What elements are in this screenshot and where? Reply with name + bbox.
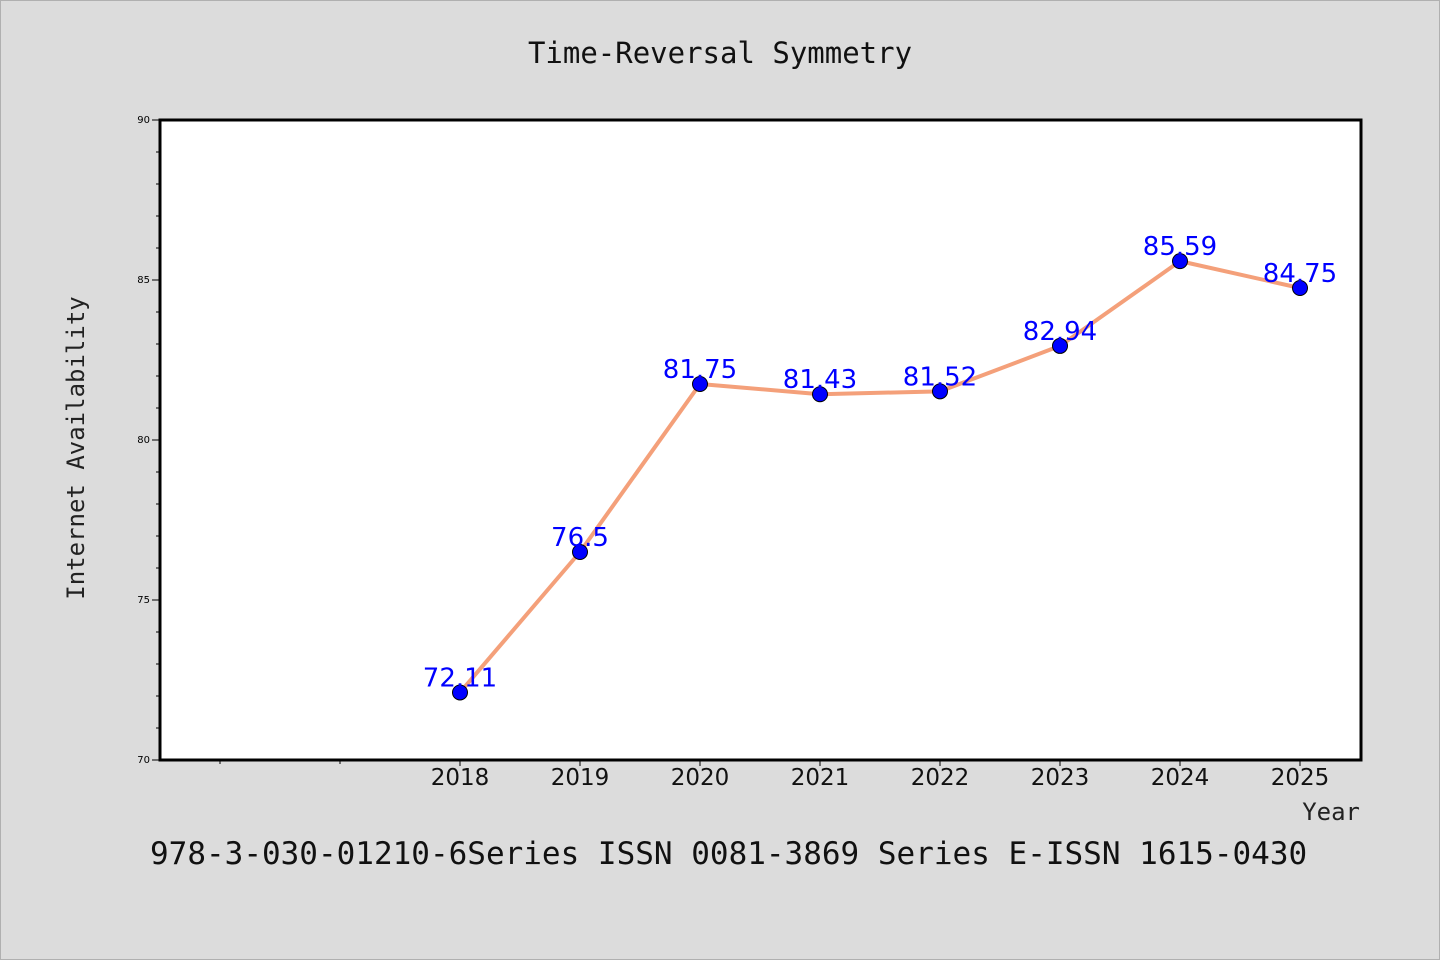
x-tick-label: 2022 bbox=[911, 765, 970, 791]
data-point bbox=[1292, 280, 1308, 296]
data-point bbox=[1172, 253, 1188, 270]
data-point bbox=[812, 386, 828, 403]
x-axis-label: Year bbox=[1302, 798, 1360, 826]
x-tick-label: 2025 bbox=[1271, 765, 1330, 791]
data-label: 85.59 bbox=[1143, 232, 1217, 262]
data-point bbox=[1052, 337, 1068, 354]
data-label: 81.52 bbox=[903, 362, 977, 392]
data-point bbox=[692, 376, 708, 392]
x-tick-label: 2019 bbox=[551, 765, 610, 791]
footer-text: 978-3-030-01210-6Series ISSN 0081-3869 S… bbox=[150, 836, 1307, 872]
x-tick-label: 2020 bbox=[671, 765, 730, 791]
data-label: 84.75 bbox=[1263, 259, 1337, 289]
data-label: 76.5 bbox=[551, 523, 609, 553]
y-tick-label: 90 bbox=[137, 115, 150, 126]
data-point bbox=[932, 383, 948, 400]
x-tick-label: 2021 bbox=[791, 765, 850, 791]
series-line bbox=[458, 259, 1301, 694]
data-label: 82.94 bbox=[1023, 317, 1097, 347]
data-point bbox=[452, 684, 468, 701]
y-tick-label: 75 bbox=[137, 595, 150, 606]
y-tick-label: 80 bbox=[137, 435, 150, 446]
plot-area bbox=[158, 118, 1363, 762]
x-tick-label: 2018 bbox=[431, 765, 490, 791]
y-tick-label: 70 bbox=[137, 755, 150, 766]
chart-title: Time-Reversal Symmetry bbox=[528, 36, 912, 70]
data-point bbox=[572, 544, 588, 560]
y-tick-label: 85 bbox=[137, 275, 150, 286]
data-label: 72.11 bbox=[423, 663, 497, 693]
x-tick-label: 2024 bbox=[1151, 765, 1210, 791]
data-label: 81.75 bbox=[663, 355, 737, 385]
data-label: 81.43 bbox=[783, 365, 857, 395]
x-tick-label: 2023 bbox=[1031, 765, 1090, 791]
y-axis-label: Internet Availability bbox=[62, 296, 90, 599]
